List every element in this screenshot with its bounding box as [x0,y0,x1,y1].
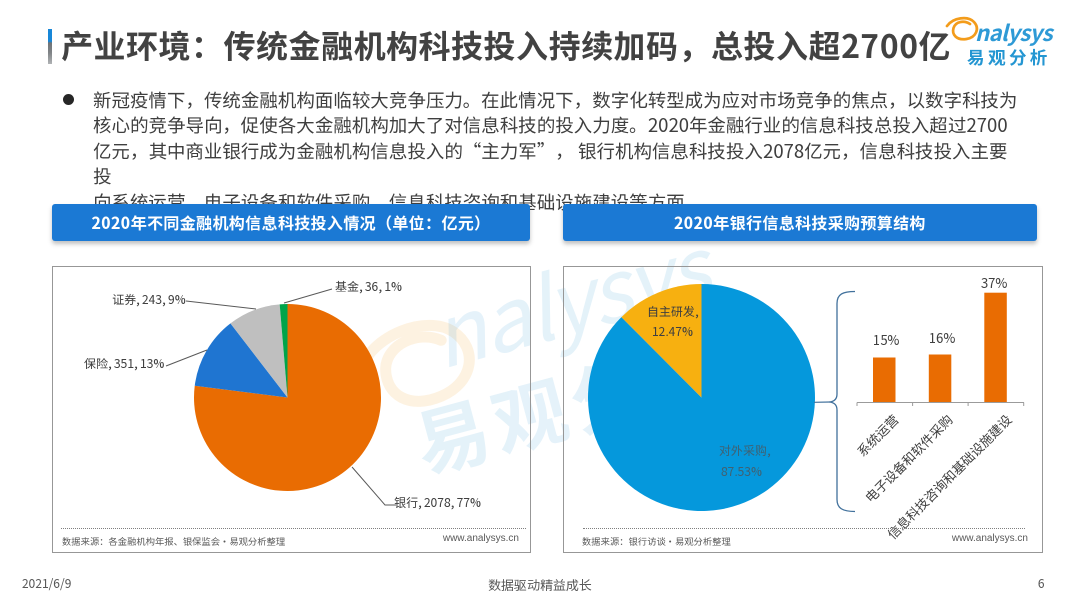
svg-text:nalysys: nalysys [975,16,1055,48]
svg-text:易观分析: 易观分析 [967,45,1051,68]
